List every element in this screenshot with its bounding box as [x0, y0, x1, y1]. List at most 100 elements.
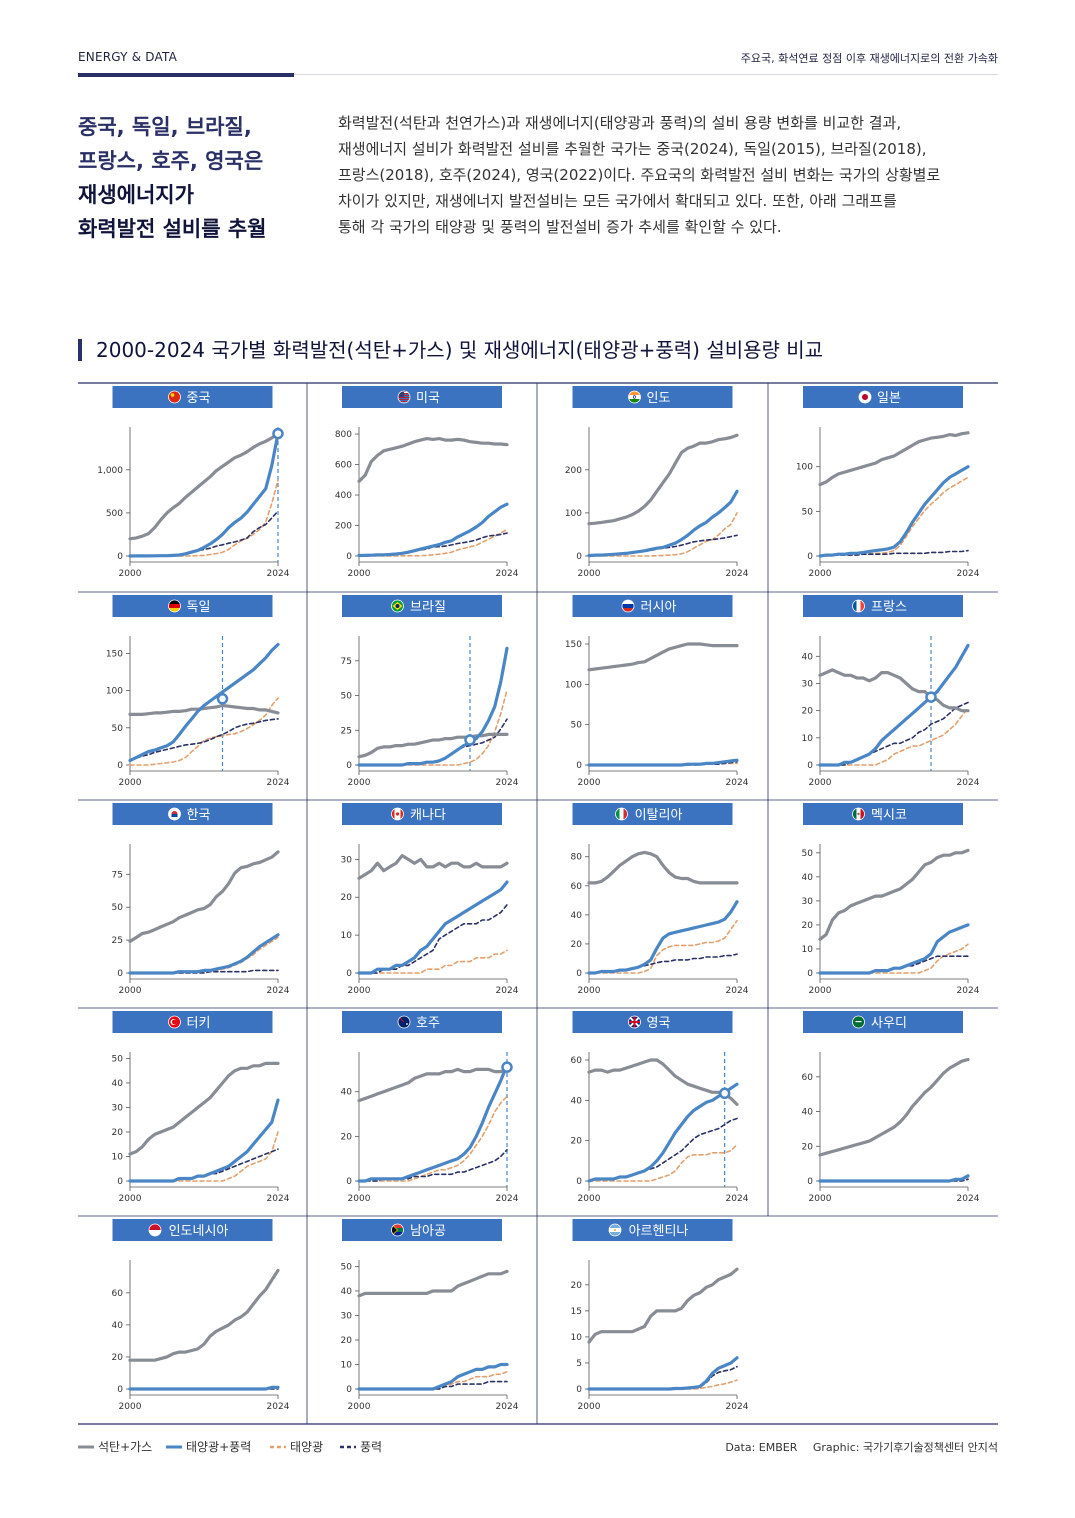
x-tick-label: 2000: [119, 986, 142, 996]
x-tick-label: 2000: [348, 778, 371, 788]
y-tick-label: 75: [112, 870, 123, 880]
brazil-flag-icon: [391, 599, 404, 613]
solar-series-line: [588, 919, 738, 974]
y-tick-label: 600: [335, 461, 352, 471]
wind-series-line: [819, 701, 969, 766]
x-tick-label: 2024: [726, 986, 749, 996]
credits: Data: EMBER Graphic: 국가기후기술정책센터 안지석: [713, 1439, 998, 1455]
uk-flag-icon: [628, 1015, 641, 1029]
y-tick-label: 150: [106, 649, 123, 659]
x-tick-label: 2024: [957, 1194, 980, 1204]
italy-flag-icon: [615, 807, 628, 821]
renew-series-line: [818, 923, 970, 975]
x-tick-label: 2000: [809, 778, 832, 788]
fossil-series-line: [357, 853, 509, 880]
country-panel: 브라질 0 25 50 75 2000 2024: [341, 595, 519, 788]
germany-flag-icon: [168, 599, 181, 613]
fossil-series-line: [128, 432, 280, 541]
x-tick-label: 2000: [119, 778, 142, 788]
country-name: 터키: [187, 1016, 211, 1031]
renew-series-line: [587, 1082, 739, 1183]
x-tick-label: 2024: [496, 1402, 519, 1412]
fossil-series-line: [818, 668, 970, 713]
country-header: [803, 803, 963, 825]
y-tick-label: 30: [341, 1311, 353, 1321]
intro-paragraph: 화력발전(석탄과 천연가스)과 재생에너지(태양광과 풍력)의 설비 용량 변화…: [338, 110, 1000, 240]
renew-series-line: [128, 1098, 280, 1183]
intro-line: 프랑스(2018), 호주(2024), 영국(2022)이다. 주요국의 화력…: [338, 166, 941, 184]
x-tick-label: 2024: [267, 1194, 290, 1204]
x-tick-label: 2000: [809, 1194, 832, 1204]
russia-flag-icon: [621, 599, 635, 613]
x-tick-label: 2024: [267, 778, 290, 788]
renew-series-line: [818, 1174, 970, 1183]
x-tick-label: 2024: [957, 569, 980, 579]
country-header: [342, 595, 502, 617]
y-tick-label: 20: [571, 1281, 583, 1291]
wind-series-line: [819, 955, 969, 974]
solar-series-line: [819, 707, 969, 766]
country-name: 아르헨티나: [629, 1224, 689, 1239]
y-tick-label: 0: [807, 761, 813, 771]
y-tick-label: 75: [341, 657, 352, 667]
y-tick-label: 1,000: [97, 466, 123, 476]
solar-series-line: [358, 949, 508, 974]
renew-series-line: [818, 465, 970, 558]
country-panel: 독일 0 50 100 150 2000 2024: [106, 595, 290, 788]
chart-title: 2000-2024 국가별 화력발전(석탄+가스) 및 재생에너지(태양광+풍력…: [96, 338, 824, 362]
fossil-series-line: [128, 1061, 280, 1156]
country-name: 한국: [187, 808, 211, 823]
y-tick-label: 25: [112, 936, 123, 946]
country-header: [803, 386, 963, 408]
crossover-marker: [925, 691, 937, 703]
solar-legend-swatch: [270, 1445, 286, 1449]
country-name: 이탈리아: [635, 808, 683, 823]
intro-line: 통해 각 국가의 태양광 및 풍력의 발전설비 증가 추세를 확인할 수 있다.: [338, 218, 782, 236]
y-tick-label: 40: [571, 911, 583, 921]
y-tick-label: 800: [335, 430, 352, 440]
headline-line: 중국, 독일, 브라질,: [78, 115, 252, 139]
country-panel: 호주 0 20 40 2000 2024: [341, 1011, 519, 1204]
y-tick-label: 0: [346, 1177, 352, 1187]
crossover-marker: [216, 693, 229, 705]
fossil-series-line: [128, 703, 280, 717]
country-header: [342, 1219, 502, 1241]
crossover-marker: [272, 427, 284, 440]
x-tick-label: 2024: [496, 1194, 519, 1204]
country-header: [112, 595, 273, 617]
fossil-series-line: [128, 850, 280, 944]
fossil-legend-swatch: [78, 1445, 94, 1449]
x-tick-label: 2000: [348, 1402, 371, 1412]
x-tick-label: 2000: [578, 1402, 601, 1412]
country-name: 독일: [187, 600, 211, 615]
country-name: 사우디: [871, 1016, 907, 1031]
x-tick-label: 2000: [578, 1194, 601, 1204]
wind-series-line: [358, 532, 508, 557]
y-tick-label: 60: [802, 1073, 814, 1083]
y-tick-label: 0: [807, 552, 813, 562]
x-tick-label: 2000: [119, 1194, 142, 1204]
x-tick-label: 2000: [578, 778, 601, 788]
y-tick-label: 20: [112, 1128, 124, 1138]
wind-legend-swatch: [340, 1445, 356, 1449]
renew-series-line: [128, 642, 280, 763]
x-tick-label: 2000: [578, 569, 601, 579]
y-tick-label: 50: [112, 724, 124, 734]
renew-series-line: [128, 933, 280, 975]
y-tick-label: 400: [335, 491, 352, 501]
y-tick-label: 10: [341, 1360, 353, 1370]
y-tick-label: 0: [576, 969, 582, 979]
y-tick-label: 500: [106, 509, 123, 519]
y-tick-label: 0: [346, 761, 352, 771]
country-panel: 아르헨티나 0 5 10 15 20 2000 2024: [571, 1219, 749, 1412]
country-header: [112, 1011, 273, 1033]
korea-flag-icon: [168, 807, 181, 821]
y-tick-label: 0: [346, 552, 352, 562]
x-tick-label: 2024: [267, 1402, 290, 1412]
x-tick-label: 2000: [119, 569, 142, 579]
y-tick-label: 10: [112, 1152, 124, 1162]
country-panel: 터키 0 10 20 30 40 50 2000 2024: [112, 1011, 290, 1204]
renew-series-line: [357, 1063, 509, 1183]
y-tick-label: 50: [802, 849, 814, 859]
solar-series-line: [358, 1371, 508, 1390]
